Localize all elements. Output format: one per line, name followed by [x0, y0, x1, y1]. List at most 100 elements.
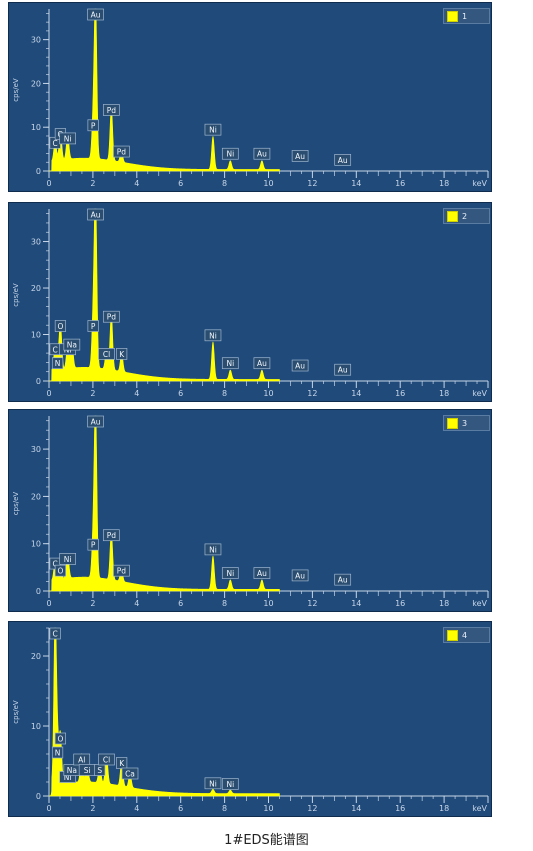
y-tick-label: 0: [36, 377, 41, 386]
x-tick-label: 4: [134, 179, 139, 188]
peak-label-ni: Ni: [204, 777, 222, 790]
peak-label-al: Al: [73, 753, 91, 766]
svg-text:K: K: [119, 350, 125, 359]
svg-text:Ca: Ca: [125, 770, 135, 779]
y-tick-label: 0: [36, 167, 41, 176]
peak-label-au: Au: [334, 154, 352, 166]
svg-text:Au: Au: [257, 569, 267, 578]
x-tick-label: 10: [263, 599, 273, 608]
y-axis-label: cps/eV: [12, 283, 20, 307]
peak-label-pd: Pd: [113, 564, 130, 577]
peak-label-pd: Pd: [113, 145, 130, 158]
svg-text:P: P: [91, 121, 96, 130]
peak-label-pd: Pd: [102, 310, 120, 323]
svg-text:Ni: Ni: [64, 555, 72, 564]
peak-label-ca: Ca: [121, 767, 139, 780]
peak-label-o: O: [54, 732, 67, 745]
x-tick-label: 12: [307, 179, 317, 188]
peak-label-ni: Ni: [221, 567, 239, 579]
peak-label-au: Au: [253, 357, 271, 370]
peak-label-au: Au: [253, 147, 271, 160]
svg-text:Ni: Ni: [209, 545, 217, 554]
peak-label-au: Au: [291, 569, 309, 582]
x-tick-label: 0: [46, 599, 51, 608]
spectrum-panel-4: cps/eV 0 10 20 0 2 4 6 8 10 12 14 16 18 keV C N O Ni Na Al Si…: [8, 621, 492, 817]
svg-text:Au: Au: [91, 418, 101, 427]
x-tick-label: 16: [395, 389, 405, 398]
svg-text:S: S: [97, 766, 102, 775]
spectrum-chart: cps/eV0102030024681012141618keVCONiPAuPd…: [12, 8, 489, 188]
svg-text:P: P: [91, 541, 96, 550]
legend-label: 1: [462, 11, 468, 21]
y-tick-label: 30: [31, 445, 41, 454]
y-tick-label: 10: [31, 331, 41, 340]
peak-label-p: P: [87, 320, 99, 332]
legend-label: 4: [462, 630, 468, 640]
y-axis-label: cps/eV: [12, 700, 20, 724]
peak-label-au: Au: [291, 150, 309, 162]
x-tick-label: 8: [222, 804, 227, 813]
svg-text:N: N: [55, 359, 61, 368]
x-tick-label: 4: [134, 599, 139, 608]
peak-label-ni: Ni: [221, 147, 239, 160]
peak-label-au: Au: [87, 208, 104, 221]
x-tick-label: 2: [90, 179, 95, 188]
peak-label-k: K: [116, 348, 128, 360]
svg-text:Ni: Ni: [209, 779, 217, 788]
svg-text:Si: Si: [84, 766, 91, 775]
x-axis-label: keV: [472, 389, 487, 398]
svg-text:Ni: Ni: [64, 134, 72, 143]
x-tick-label: 10: [263, 804, 273, 813]
x-tick-label: 6: [178, 179, 183, 188]
svg-text:Au: Au: [295, 152, 305, 161]
svg-text:O: O: [57, 322, 63, 331]
y-tick-label: 10: [31, 123, 41, 132]
peak-label-ni: Ni: [221, 357, 239, 370]
peak-label-pd: Pd: [102, 104, 120, 116]
y-axis-label: cps/eV: [12, 78, 20, 102]
peak-label-ni: Ni: [204, 543, 222, 556]
x-axis-label: keV: [472, 599, 487, 608]
svg-text:C: C: [53, 630, 58, 639]
x-tick-label: 0: [46, 179, 51, 188]
peak-label-au: Au: [334, 363, 352, 376]
peak-label-au: Au: [291, 359, 309, 372]
x-tick-label: 12: [307, 599, 317, 608]
x-tick-label: 0: [46, 389, 51, 398]
peak-label-na: Na: [63, 764, 81, 776]
y-tick-label: 10: [31, 722, 41, 731]
x-tick-label: 6: [178, 804, 183, 813]
x-tick-label: 14: [351, 389, 361, 398]
peak-label-ni: Ni: [59, 553, 77, 565]
peak-label-ni: Ni: [59, 132, 77, 145]
spectrum-area: [49, 208, 280, 382]
peak-label-k: K: [116, 757, 128, 769]
y-tick-label: 20: [31, 79, 41, 88]
peak-label-p: P: [87, 538, 99, 551]
svg-text:Cl: Cl: [103, 350, 110, 359]
svg-text:P: P: [91, 322, 96, 331]
legend-swatch: [447, 210, 458, 222]
spectrum-panel-1: cps/eV0102030024681012141618keVCONiPAuPd…: [8, 2, 492, 192]
svg-text:Au: Au: [91, 211, 101, 220]
svg-text:Ni: Ni: [64, 773, 72, 782]
x-tick-label: 8: [222, 389, 227, 398]
peak-label-s: S: [94, 764, 106, 776]
legend: 4: [443, 627, 490, 643]
spectrum-panel-2: cps/eV 0 10 20 30 0 2 4 6 8 10 12 14 16 18 keV CN O Ni Na P A…: [8, 202, 492, 402]
x-axis-label: keV: [472, 179, 487, 188]
svg-text:Ni: Ni: [209, 331, 217, 340]
legend-swatch: [447, 10, 458, 22]
svg-text:Ni: Ni: [226, 150, 234, 159]
y-tick-label: 30: [31, 36, 41, 45]
peak-label-n: N: [51, 746, 64, 759]
x-tick-label: 2: [90, 804, 95, 813]
svg-text:Au: Au: [338, 156, 348, 165]
x-tick-label: 14: [351, 804, 361, 813]
svg-text:K: K: [119, 759, 125, 768]
peak-label-ni: Ni: [204, 123, 222, 136]
legend: 1: [443, 8, 490, 24]
x-tick-label: 18: [439, 389, 449, 398]
